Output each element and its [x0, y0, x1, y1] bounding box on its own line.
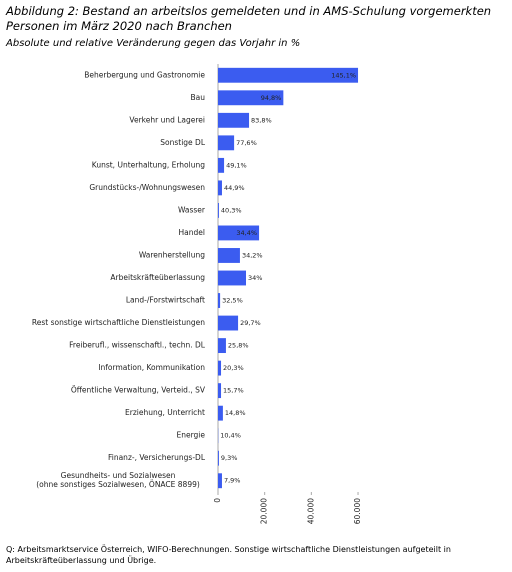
category-label: Sonstige DL — [160, 138, 206, 147]
bar — [218, 338, 226, 354]
value-label: 34% — [248, 274, 262, 282]
x-tick-label: 40.000 — [306, 498, 315, 524]
bar — [218, 248, 240, 263]
bar — [218, 405, 223, 421]
category-label: Beherbergung und Gastronomie — [84, 70, 205, 79]
value-label: 29,7% — [240, 319, 261, 327]
value-label: 83,8% — [251, 116, 272, 124]
chart-subtitle: Absolute und relative Veränderung gegen … — [6, 38, 301, 49]
value-label: 34,4% — [236, 229, 257, 237]
category-label: Rest sonstige wirtschaftliche Dienstleis… — [32, 318, 205, 327]
value-label: 32,5% — [222, 297, 243, 305]
category-label: Verkehr und Lagerei — [129, 115, 205, 124]
bar — [218, 180, 222, 196]
chart-title: Abbildung 2: Bestand an arbeitslos gemel… — [6, 4, 492, 33]
category-label: Freiberufl., wissenschaftl., techn. DL — [69, 341, 206, 350]
category-label: Kunst, Unterhaltung, Erholung — [92, 160, 205, 169]
category-label: Erziehung, Unterricht — [125, 408, 205, 417]
category-label: Wasser — [178, 205, 206, 214]
bar — [218, 225, 260, 241]
value-label: 49,1% — [226, 161, 247, 169]
value-label: 25,8% — [228, 342, 249, 350]
category-label: Warenherstellung — [139, 250, 205, 259]
value-label: 20,3% — [223, 364, 244, 372]
category-label: Handel — [179, 228, 205, 237]
bar — [218, 315, 239, 331]
bar — [218, 157, 225, 173]
bar — [218, 112, 250, 128]
source-note: Q: Arbeitsmarktservice Österreich, WIFO-… — [6, 545, 451, 565]
value-label: 9,3% — [221, 454, 238, 462]
category-label: Finanz-, Versicherungs-DL — [108, 453, 206, 462]
bar — [218, 67, 359, 83]
category-label: Land-/Forstwirtschaft — [126, 296, 205, 305]
x-tick-label: 0 — [213, 498, 222, 503]
bar — [218, 360, 222, 376]
value-label: 14,8% — [225, 409, 246, 417]
bar — [218, 473, 222, 489]
value-label: 15,7% — [223, 387, 244, 395]
value-label: 7,9% — [224, 477, 241, 485]
x-tick-label: 20.000 — [260, 498, 269, 524]
bar — [218, 270, 247, 286]
x-tick-label: 60.000 — [353, 498, 362, 524]
value-label: 10,4% — [220, 432, 241, 440]
category-label: Grundstücks-/Wohnungswesen — [89, 183, 205, 192]
value-label: 40,3% — [221, 206, 242, 214]
category-label: Öffentliche Verwaltung, Verteid., SV — [71, 386, 206, 395]
category-label: Information, Kommunikation — [98, 363, 205, 372]
bar — [218, 135, 235, 151]
category-label: Arbeitskräfteüberlassung — [110, 273, 205, 282]
value-label: 34,2% — [242, 251, 263, 259]
category-label: Energie — [176, 431, 205, 440]
category-label: Bau — [191, 93, 206, 102]
value-label: 77,6% — [236, 139, 257, 147]
value-label: 94,8% — [261, 94, 282, 102]
bar — [218, 90, 284, 106]
value-label: 44,9% — [224, 184, 245, 192]
value-label: 145,1% — [331, 71, 356, 79]
bar — [218, 202, 219, 218]
bar — [218, 293, 221, 308]
category-label: Gesundheits- und Sozialwesen (ohne sonsti… — [36, 471, 200, 489]
bar — [218, 450, 219, 466]
bar — [218, 383, 222, 399]
